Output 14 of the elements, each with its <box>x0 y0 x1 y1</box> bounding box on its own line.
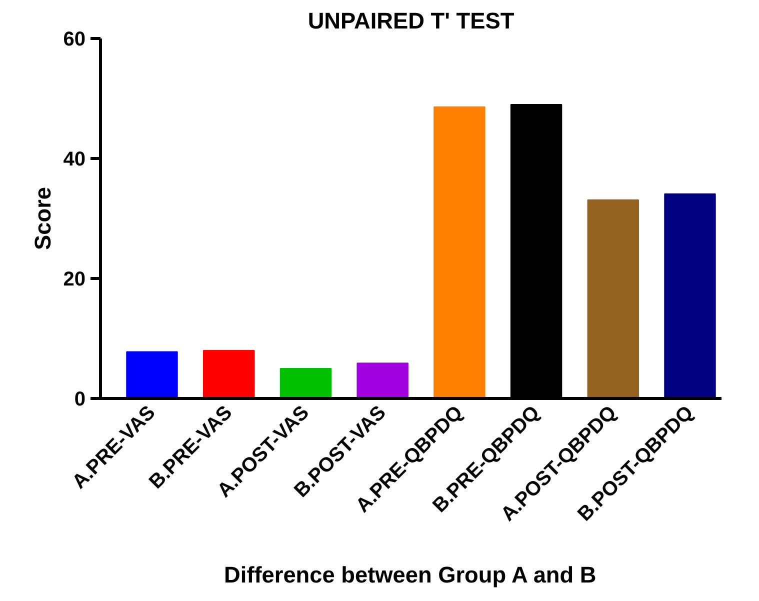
bar <box>280 368 332 398</box>
y-axis-title: Score <box>29 187 56 250</box>
bar <box>202 350 255 398</box>
chart-title: UNPAIRED T' TEST <box>308 8 514 34</box>
bar <box>126 351 178 398</box>
y-tick-label: 0 <box>74 388 86 410</box>
y-tick-label: 40 <box>63 148 86 170</box>
bar <box>356 362 408 398</box>
bar <box>587 199 639 398</box>
bar <box>664 193 716 398</box>
y-tick-label: 60 <box>63 28 86 50</box>
y-tick-label: 20 <box>63 268 86 290</box>
x-axis-title: Difference between Group A and B <box>224 561 596 588</box>
bar <box>434 106 486 398</box>
